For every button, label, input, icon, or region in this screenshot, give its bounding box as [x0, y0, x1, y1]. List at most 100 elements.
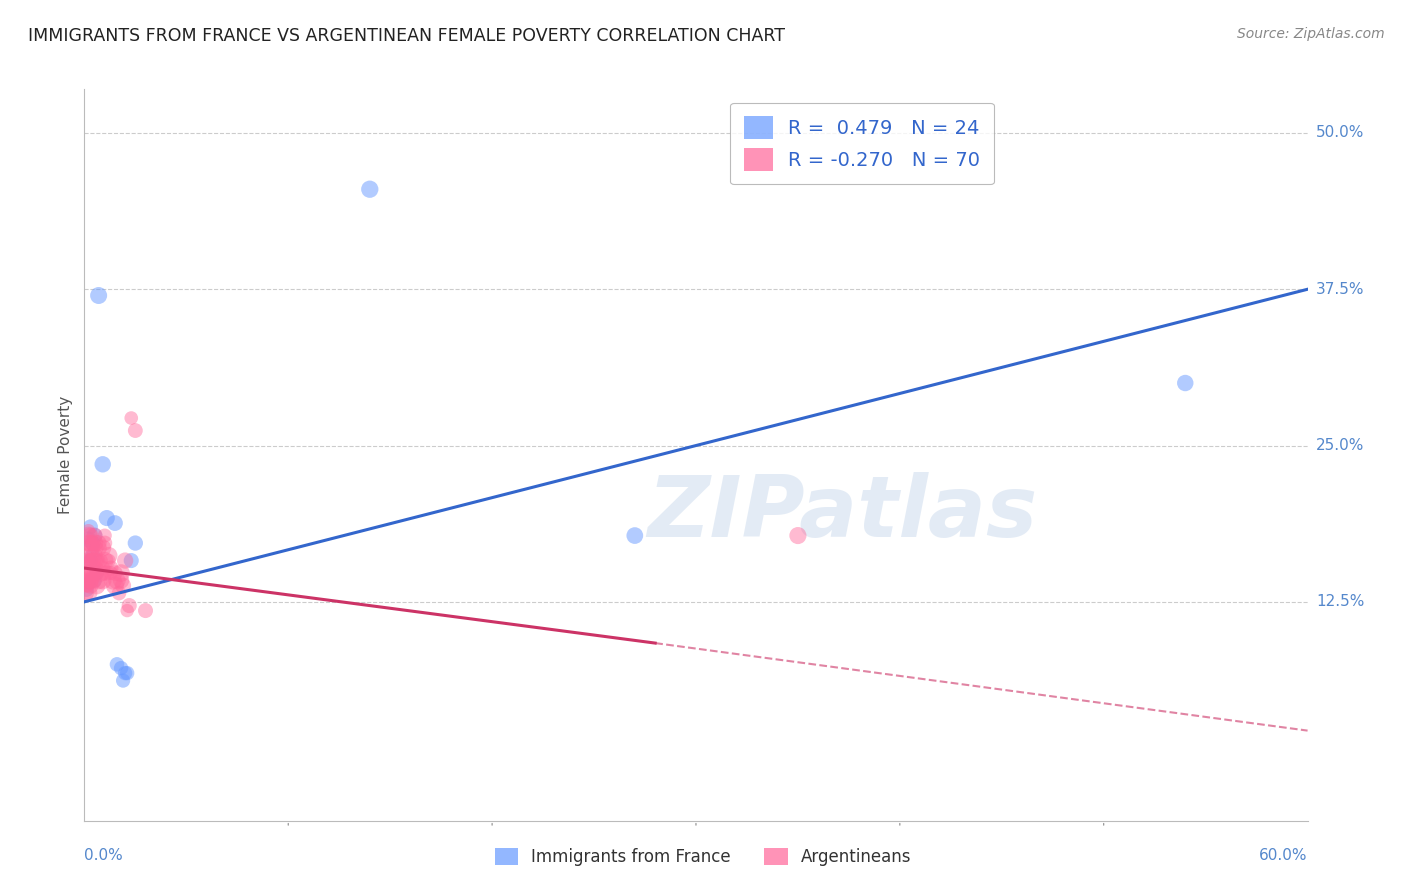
Point	[112, 578, 135, 592]
Point	[75, 578, 97, 592]
Point	[624, 528, 647, 542]
Point	[359, 182, 381, 196]
Point	[79, 586, 101, 600]
Point	[108, 586, 131, 600]
Point	[77, 528, 100, 542]
Point	[93, 566, 115, 580]
Point	[104, 516, 127, 530]
Point	[101, 574, 124, 588]
Point	[110, 661, 132, 675]
Point	[76, 566, 98, 580]
Point	[79, 566, 101, 580]
Text: IMMIGRANTS FROM FRANCE VS ARGENTINEAN FEMALE POVERTY CORRELATION CHART: IMMIGRANTS FROM FRANCE VS ARGENTINEAN FE…	[28, 27, 785, 45]
Point	[110, 574, 132, 588]
Point	[75, 549, 97, 563]
Point	[77, 533, 100, 547]
Point	[87, 536, 110, 550]
Point	[118, 599, 141, 613]
Point	[87, 574, 110, 588]
Point	[82, 553, 104, 567]
Point	[77, 574, 100, 588]
Point	[86, 561, 108, 575]
Point	[86, 566, 108, 580]
Point	[82, 536, 104, 550]
Point	[104, 566, 127, 580]
Point	[83, 574, 105, 588]
Point	[114, 666, 136, 681]
Point	[93, 553, 115, 567]
Text: ZIPatlas: ZIPatlas	[648, 472, 1038, 555]
Point	[91, 541, 114, 555]
Point	[75, 582, 97, 597]
Point	[76, 578, 98, 592]
Point	[124, 424, 146, 438]
Text: Source: ZipAtlas.com: Source: ZipAtlas.com	[1237, 27, 1385, 41]
Text: 37.5%: 37.5%	[1316, 282, 1364, 297]
Point	[87, 553, 110, 567]
Point	[114, 553, 136, 567]
Text: 25.0%: 25.0%	[1316, 438, 1364, 453]
Point	[82, 536, 104, 550]
Point	[80, 574, 103, 588]
Point	[1174, 376, 1197, 390]
Point	[124, 536, 146, 550]
Point	[115, 604, 138, 618]
Point	[86, 541, 108, 555]
Point	[77, 576, 100, 591]
Point	[91, 574, 114, 588]
Point	[120, 553, 142, 567]
Point	[90, 566, 112, 580]
Text: 60.0%: 60.0%	[1260, 848, 1308, 863]
Point	[87, 288, 110, 302]
Point	[93, 528, 115, 542]
Point	[83, 553, 105, 567]
Legend: R =  0.479   N = 24, R = -0.270   N = 70: R = 0.479 N = 24, R = -0.270 N = 70	[730, 103, 994, 185]
Point	[77, 536, 100, 550]
Point	[96, 566, 118, 580]
Point	[83, 566, 105, 580]
Point	[93, 536, 115, 550]
Point	[100, 566, 122, 580]
Point	[90, 553, 112, 567]
Point	[100, 561, 122, 575]
Point	[110, 566, 132, 580]
Point	[82, 566, 104, 580]
Point	[83, 574, 105, 588]
Point	[82, 541, 104, 555]
Point	[77, 524, 100, 538]
Point	[86, 553, 108, 567]
Point	[83, 549, 105, 563]
Point	[120, 411, 142, 425]
Point	[75, 586, 97, 600]
Point	[112, 673, 135, 688]
Point	[82, 549, 104, 563]
Point	[79, 536, 101, 550]
Point	[79, 574, 101, 588]
Point	[79, 541, 101, 555]
Point	[83, 536, 105, 550]
Text: 12.5%: 12.5%	[1316, 594, 1364, 609]
Point	[77, 553, 100, 567]
Point	[86, 578, 108, 592]
Point	[79, 553, 101, 567]
Point	[91, 561, 114, 575]
Point	[97, 553, 120, 567]
Point	[96, 511, 118, 525]
Point	[104, 578, 127, 592]
Point	[79, 520, 101, 534]
Point	[105, 574, 128, 588]
Point	[115, 666, 138, 681]
Point	[787, 528, 810, 542]
Legend: Immigrants from France, Argentineans: Immigrants from France, Argentineans	[486, 840, 920, 875]
Point	[79, 553, 101, 567]
Point	[97, 549, 120, 563]
Y-axis label: Female Poverty: Female Poverty	[58, 396, 73, 514]
Point	[105, 657, 128, 672]
Point	[83, 528, 105, 542]
Point	[87, 541, 110, 555]
Text: 0.0%: 0.0%	[84, 848, 124, 863]
Point	[91, 458, 114, 472]
Point	[79, 578, 101, 592]
Point	[135, 604, 157, 618]
Point	[79, 528, 101, 542]
